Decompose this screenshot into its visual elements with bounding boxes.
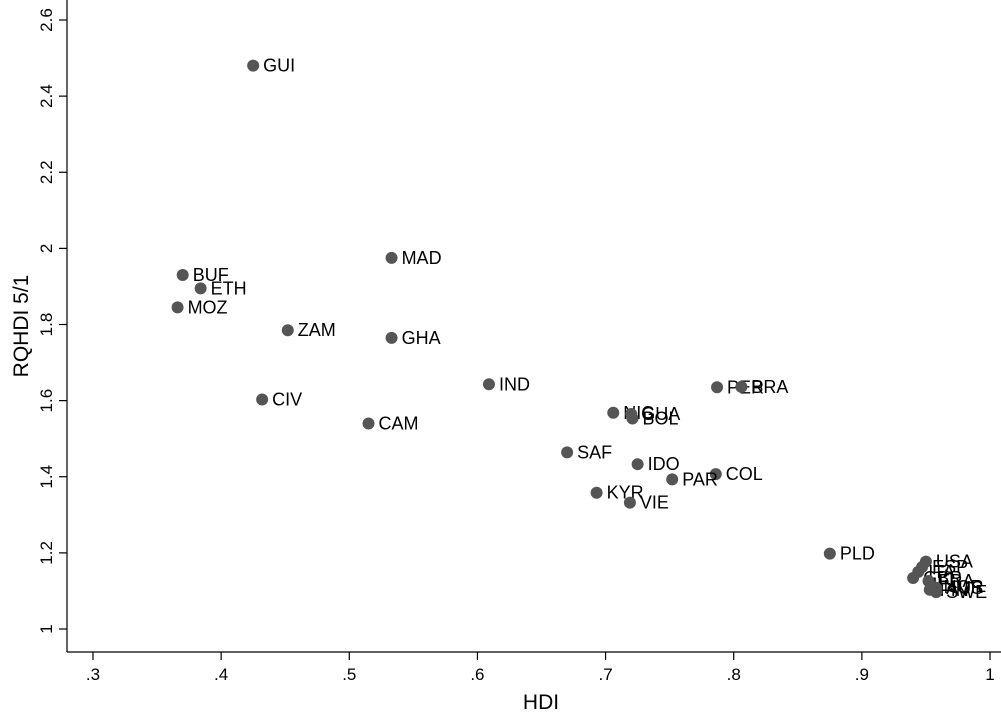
point-label-fin: FIN <box>940 580 969 600</box>
point-label-mad: MAD <box>402 248 442 268</box>
point-label-swe: SWE <box>946 582 987 602</box>
point-label-moz: MOZ <box>188 297 228 317</box>
point-civ <box>256 393 269 406</box>
point-label-ind: IND <box>499 374 530 394</box>
point-gha <box>385 331 398 344</box>
point-label-bra: BRA <box>751 377 788 397</box>
point-label-saf: SAF <box>577 442 612 462</box>
y-tick-label: 1.8 <box>37 313 56 337</box>
point-zam <box>281 324 294 337</box>
y-axis-title: RQHDI 5/1 <box>10 275 33 378</box>
point-moz <box>171 301 184 314</box>
point-label-fra: FRA <box>938 571 974 591</box>
point-label-bol: BOL <box>642 409 678 429</box>
point-label-buf: BUF <box>193 265 229 285</box>
point-label-civ: CIV <box>272 389 302 409</box>
point-saf <box>561 446 574 459</box>
point-bol <box>626 412 639 425</box>
point-label-pld: PLD <box>840 544 875 564</box>
point-mad <box>385 251 398 264</box>
x-tick-label: 1 <box>985 665 994 684</box>
x-tick-label: .7 <box>598 665 612 684</box>
x-tick-label: .3 <box>86 665 100 684</box>
y-tick-label: 2.6 <box>37 8 56 32</box>
point-nic <box>607 406 620 419</box>
point-label-zam: ZAM <box>298 320 336 340</box>
point-ido <box>631 458 644 471</box>
point-label-esp: ESP <box>932 557 968 577</box>
data-points: GUIBUFETHMOZMADZAMGHACIVCAMINDNICGUABOLP… <box>171 56 987 602</box>
x-ticks: .3 .4 .5 .6 .7 .8 .9 1 <box>86 652 995 684</box>
y-tick-label: 1.6 <box>37 389 56 413</box>
y-tick-label: 1 <box>37 624 56 633</box>
point-label-aus: AUS <box>946 578 983 598</box>
point-kyr <box>590 486 603 499</box>
point-label-usa: USA <box>936 552 973 572</box>
point-label-par: PAR <box>682 469 718 489</box>
point-ind <box>482 378 495 391</box>
point-label-kyr: KYR <box>607 483 644 503</box>
x-tick-label: .5 <box>342 665 356 684</box>
point-label-gui: GUI <box>263 56 295 76</box>
point-label-ido: IDO <box>648 454 680 474</box>
point-label-gua: GUA <box>641 404 680 424</box>
point-per <box>711 381 724 394</box>
y-tick-label: 2.4 <box>37 84 56 108</box>
point-vie <box>623 496 636 509</box>
point-eth <box>194 282 207 295</box>
point-gbr <box>907 571 920 584</box>
y-ticks: 1 1.2 1.4 1.6 1.8 2 2.2 2.4 2.6 <box>37 8 67 634</box>
point-swe <box>930 586 943 599</box>
point-pld <box>823 547 836 560</box>
point-label-nor: NOR <box>944 577 984 597</box>
x-tick-label: .9 <box>855 665 869 684</box>
x-axis-title: HDI <box>523 691 559 714</box>
point-col <box>709 468 722 481</box>
y-tick-label: 1.4 <box>37 465 56 489</box>
x-tick-label: .8 <box>727 665 741 684</box>
point-cam <box>362 417 375 430</box>
point-label-cam: CAM <box>379 413 419 433</box>
point-label-vie: VIE <box>640 493 669 513</box>
point-label-gha: GHA <box>402 328 441 348</box>
point-par <box>666 473 679 486</box>
x-tick-label: .4 <box>214 665 228 684</box>
point-label-col: COL <box>726 464 763 484</box>
y-tick-label: 2.2 <box>37 160 56 184</box>
y-tick-label: 1.2 <box>37 541 56 565</box>
point-label-ita: ITA <box>928 562 955 582</box>
point-bra <box>735 380 748 393</box>
y-tick-label: 2 <box>37 244 56 253</box>
point-gui <box>247 59 260 72</box>
point-buf <box>176 269 189 282</box>
axes <box>66 0 1001 653</box>
x-tick-label: .6 <box>470 665 484 684</box>
point-label-eth: ETH <box>211 278 247 298</box>
